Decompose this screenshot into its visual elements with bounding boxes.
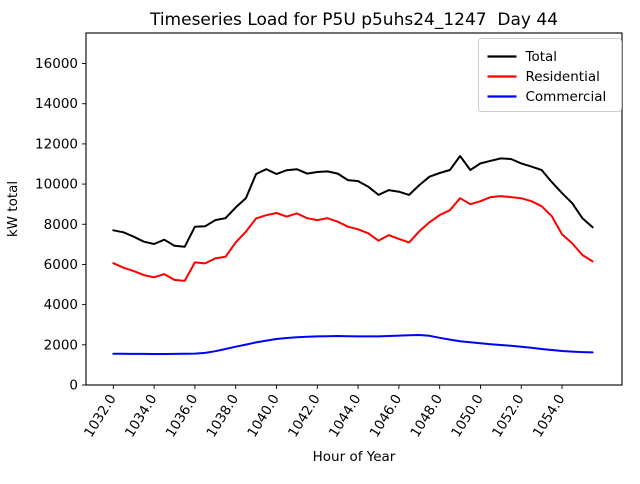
series-line-commercial <box>112 334 594 355</box>
y-tick-label: 4000 <box>44 297 78 313</box>
axes-spines <box>85 32 623 386</box>
y-tick-label: 10000 <box>35 177 78 193</box>
legend-label: Commercial <box>526 89 607 105</box>
legend-entry-total: Total <box>487 49 558 65</box>
x-tick-label: 1040.0 <box>244 392 283 441</box>
x-tick-label: 1042.0 <box>285 392 324 441</box>
x-tick-label: 1050.0 <box>448 392 487 441</box>
y-axis-label: kW total <box>5 181 21 237</box>
series-line-total <box>112 155 594 248</box>
x-tick-label: 1052.0 <box>489 392 528 441</box>
legend-entry-residential: Residential <box>487 69 600 85</box>
x-tick-label: 1032.0 <box>81 392 120 441</box>
x-tick-label: 1038.0 <box>203 392 242 441</box>
x-tick-label: 1034.0 <box>122 392 161 441</box>
y-tick-label: 0 <box>69 378 78 394</box>
legend-label: Total <box>525 49 558 65</box>
chart-title: Timeseries Load for P5U p5uhs24_1247 Day… <box>149 10 558 30</box>
x-tick-label: 1044.0 <box>326 392 365 441</box>
y-tick-label: 14000 <box>35 96 78 112</box>
legend-label: Residential <box>526 69 600 85</box>
y-tick-label: 2000 <box>44 337 78 353</box>
x-tick-label: 1036.0 <box>163 392 202 441</box>
x-axis-label: Hour of Year <box>313 449 396 465</box>
x-tick-label: 1048.0 <box>407 392 446 441</box>
y-tick-label: 16000 <box>35 56 78 72</box>
x-tick-label: 1046.0 <box>367 392 406 441</box>
y-tick-label: 6000 <box>44 257 78 273</box>
legend-entry-commercial: Commercial <box>487 89 607 105</box>
legend: Total Residential Commercial <box>478 38 622 112</box>
y-tick-label: 12000 <box>35 136 78 152</box>
x-tick-label: 1054.0 <box>530 392 569 441</box>
series-line-residential <box>112 195 594 282</box>
y-tick-label: 8000 <box>44 217 78 233</box>
